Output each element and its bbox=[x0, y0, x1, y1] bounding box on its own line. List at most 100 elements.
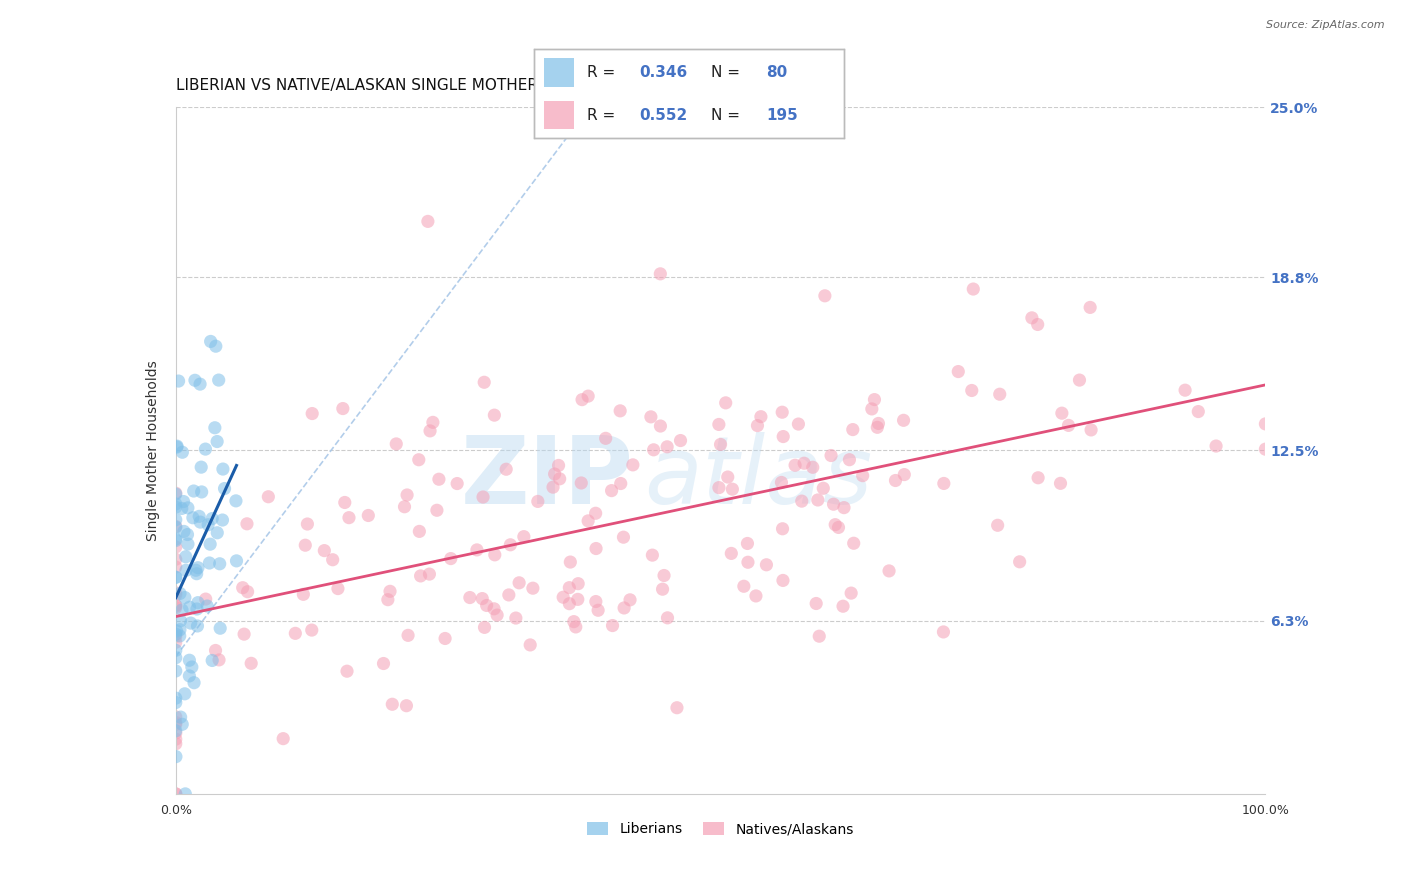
Point bbox=[184, 563, 207, 577]
Point bbox=[186, 602, 208, 616]
Point bbox=[170, 501, 193, 516]
Point bbox=[475, 599, 498, 613]
Point bbox=[562, 615, 585, 629]
Point bbox=[932, 624, 955, 639]
Point bbox=[173, 524, 195, 539]
Point bbox=[1187, 404, 1209, 418]
Point bbox=[165, 600, 187, 615]
Point bbox=[385, 437, 408, 451]
Point bbox=[190, 460, 212, 475]
Point bbox=[484, 548, 506, 562]
Point bbox=[188, 509, 211, 524]
Point bbox=[1026, 471, 1049, 485]
Point bbox=[408, 452, 430, 467]
Point bbox=[214, 482, 236, 496]
Point bbox=[505, 611, 527, 625]
Point bbox=[553, 591, 575, 605]
Point bbox=[482, 602, 505, 616]
Point bbox=[613, 601, 636, 615]
Legend: Liberians, Natives/Alaskans: Liberians, Natives/Alaskans bbox=[582, 817, 859, 842]
Point bbox=[707, 417, 730, 432]
Point bbox=[204, 339, 226, 353]
Text: 195: 195 bbox=[766, 108, 799, 122]
Point bbox=[498, 588, 520, 602]
Point bbox=[165, 520, 187, 534]
Point bbox=[204, 421, 226, 435]
Point bbox=[165, 696, 187, 710]
Point bbox=[166, 440, 188, 454]
Point bbox=[322, 553, 344, 567]
Point bbox=[884, 474, 907, 488]
Point bbox=[814, 289, 837, 303]
Point bbox=[541, 480, 564, 494]
Point bbox=[1254, 442, 1277, 457]
Point bbox=[721, 482, 744, 496]
Point bbox=[960, 384, 983, 398]
Point bbox=[785, 458, 807, 473]
Point bbox=[187, 596, 209, 610]
Point bbox=[165, 486, 187, 500]
Point bbox=[166, 439, 188, 453]
Point bbox=[165, 732, 187, 747]
Point bbox=[586, 603, 609, 617]
Point bbox=[208, 557, 231, 571]
Point bbox=[770, 405, 793, 419]
Text: N =: N = bbox=[710, 65, 744, 79]
Point bbox=[472, 490, 495, 504]
Point bbox=[807, 493, 830, 508]
Point bbox=[165, 599, 187, 613]
Point bbox=[165, 560, 187, 574]
Point bbox=[866, 420, 889, 434]
Point bbox=[585, 541, 607, 556]
Point bbox=[1026, 318, 1049, 332]
Point bbox=[165, 540, 187, 554]
Text: ZIP: ZIP bbox=[461, 432, 633, 524]
Point bbox=[842, 536, 865, 550]
Point bbox=[179, 653, 201, 667]
Point bbox=[165, 650, 187, 665]
Point bbox=[1021, 310, 1043, 325]
Point bbox=[602, 618, 624, 632]
Point bbox=[567, 592, 589, 607]
Point bbox=[600, 483, 623, 498]
Point bbox=[519, 638, 541, 652]
Point bbox=[651, 582, 673, 597]
Bar bbox=[544, 101, 575, 129]
Point bbox=[314, 543, 336, 558]
Point bbox=[394, 500, 416, 514]
Point bbox=[257, 490, 280, 504]
Point bbox=[197, 517, 219, 532]
Text: N =: N = bbox=[710, 108, 744, 122]
Point bbox=[194, 592, 217, 607]
Point bbox=[543, 467, 565, 481]
Point bbox=[665, 700, 688, 714]
Point bbox=[207, 525, 229, 540]
Point bbox=[426, 503, 449, 517]
Point bbox=[211, 513, 233, 527]
Point bbox=[174, 787, 197, 801]
Point bbox=[165, 513, 187, 527]
Point bbox=[595, 431, 617, 445]
Point bbox=[832, 599, 855, 614]
Point bbox=[948, 365, 970, 379]
Point bbox=[962, 282, 984, 296]
Point bbox=[232, 581, 254, 595]
Point bbox=[377, 592, 399, 607]
Point bbox=[427, 472, 450, 486]
Point bbox=[893, 467, 915, 482]
Point bbox=[560, 555, 582, 569]
Point bbox=[204, 643, 226, 657]
Point bbox=[169, 614, 191, 628]
Point bbox=[294, 538, 316, 552]
Point bbox=[733, 579, 755, 593]
Point bbox=[576, 389, 599, 403]
Point bbox=[1205, 439, 1227, 453]
Point bbox=[209, 621, 232, 635]
Point bbox=[772, 429, 794, 443]
Point bbox=[396, 628, 419, 642]
Point bbox=[186, 619, 208, 633]
Point bbox=[868, 417, 890, 431]
Point bbox=[187, 560, 209, 574]
Point bbox=[381, 698, 404, 712]
Point bbox=[571, 392, 593, 407]
